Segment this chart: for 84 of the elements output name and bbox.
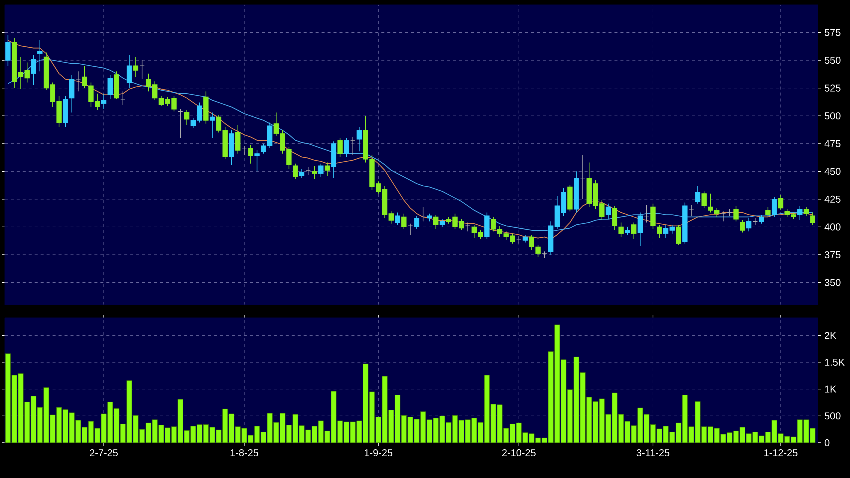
candlestick: [236, 124, 241, 154]
y-tick-label: 500: [824, 412, 841, 420]
candlestick: [580, 154, 586, 200]
candlestick: [484, 212, 490, 240]
candlestick: [114, 71, 120, 100]
candlestick: [420, 206, 426, 222]
candlestick: [108, 74, 113, 100]
candlestick: [618, 222, 624, 238]
candlestick: [772, 196, 778, 218]
y-tick-label: 575: [824, 29, 841, 36]
candlestick: [184, 110, 190, 126]
candlestick: [740, 220, 746, 234]
y-tick-label: 450: [824, 168, 841, 176]
candlestick: [101, 94, 107, 110]
candlestick: [229, 130, 234, 166]
candlestick: [650, 204, 656, 230]
y-tick-label: 1K: [825, 386, 837, 393]
candlestick: [318, 164, 324, 178]
candlestick: [638, 212, 644, 246]
x-tick-label: 2-7-25: [90, 450, 118, 457]
candlestick: [126, 54, 132, 89]
candlestick: [324, 162, 330, 176]
candlestick: [338, 138, 343, 158]
candlestick: [631, 222, 637, 240]
y-tick-label: 350: [824, 279, 841, 286]
candlestick: [568, 184, 573, 212]
candlestick: [248, 144, 254, 164]
candlestick: [292, 164, 298, 180]
candlestick: [344, 138, 350, 158]
candlestick: [69, 74, 75, 114]
y-tick-label: 1.5K: [825, 359, 845, 366]
candlestick: [676, 224, 682, 246]
candlestick: [657, 224, 662, 239]
candlestick: [76, 71, 82, 92]
candlestick: [414, 216, 420, 230]
candlestick: [133, 56, 139, 78]
candlestick: [254, 150, 260, 172]
x-tick-label: 2-10-25: [502, 450, 536, 457]
candlestick: [644, 204, 650, 224]
candlestick: [702, 191, 707, 209]
candlestick: [695, 186, 701, 204]
candlestick: [140, 60, 145, 80]
y-tick-label: 400: [824, 224, 841, 231]
candlestick: [31, 54, 36, 86]
candlestick: [178, 109, 184, 139]
candlestick: [356, 126, 362, 152]
candlestick: [331, 141, 337, 179]
candlestick: [810, 212, 816, 226]
candlestick: [395, 212, 400, 226]
candlestick: [734, 206, 739, 222]
candlestick: [402, 214, 407, 230]
candlestick: [778, 194, 784, 211]
candlestick: [752, 218, 758, 226]
x-tick-label: 1-8-25: [230, 450, 258, 457]
candlestick: [6, 34, 11, 66]
y-tick-label: 425: [824, 196, 841, 203]
candlestick: [766, 206, 771, 218]
candlestick: [746, 218, 752, 232]
x-tick-label: 1-12-25: [764, 450, 798, 457]
x-tick-label: 1-9-25: [364, 450, 393, 457]
candlestick: [242, 146, 248, 156]
candlestick: [720, 211, 726, 222]
x-tick-label: 3-11-25: [636, 450, 670, 457]
candlestick: [210, 112, 216, 139]
candlestick: [120, 91, 126, 106]
candlestick: [606, 204, 612, 220]
y-tick-label: 500: [824, 112, 841, 120]
candlestick: [408, 224, 414, 236]
candlestick: [465, 222, 471, 232]
candlestick: [798, 206, 803, 221]
y-tick-label: 525: [824, 84, 841, 92]
candlestick: [350, 136, 356, 156]
candlestick: [688, 204, 694, 216]
candlestick: [434, 214, 439, 230]
candlestick: [63, 96, 68, 128]
y-tick-label: 2K: [825, 332, 837, 340]
candlestick: [312, 166, 318, 180]
candlestick: [204, 91, 209, 124]
y-tick-label: 550: [824, 57, 841, 64]
candlestick: [38, 40, 43, 72]
y-tick-label: 375: [824, 251, 841, 259]
y-tick-label: 475: [824, 140, 841, 148]
candlestick: [612, 206, 618, 231]
y-tick-label: 0: [824, 439, 830, 447]
